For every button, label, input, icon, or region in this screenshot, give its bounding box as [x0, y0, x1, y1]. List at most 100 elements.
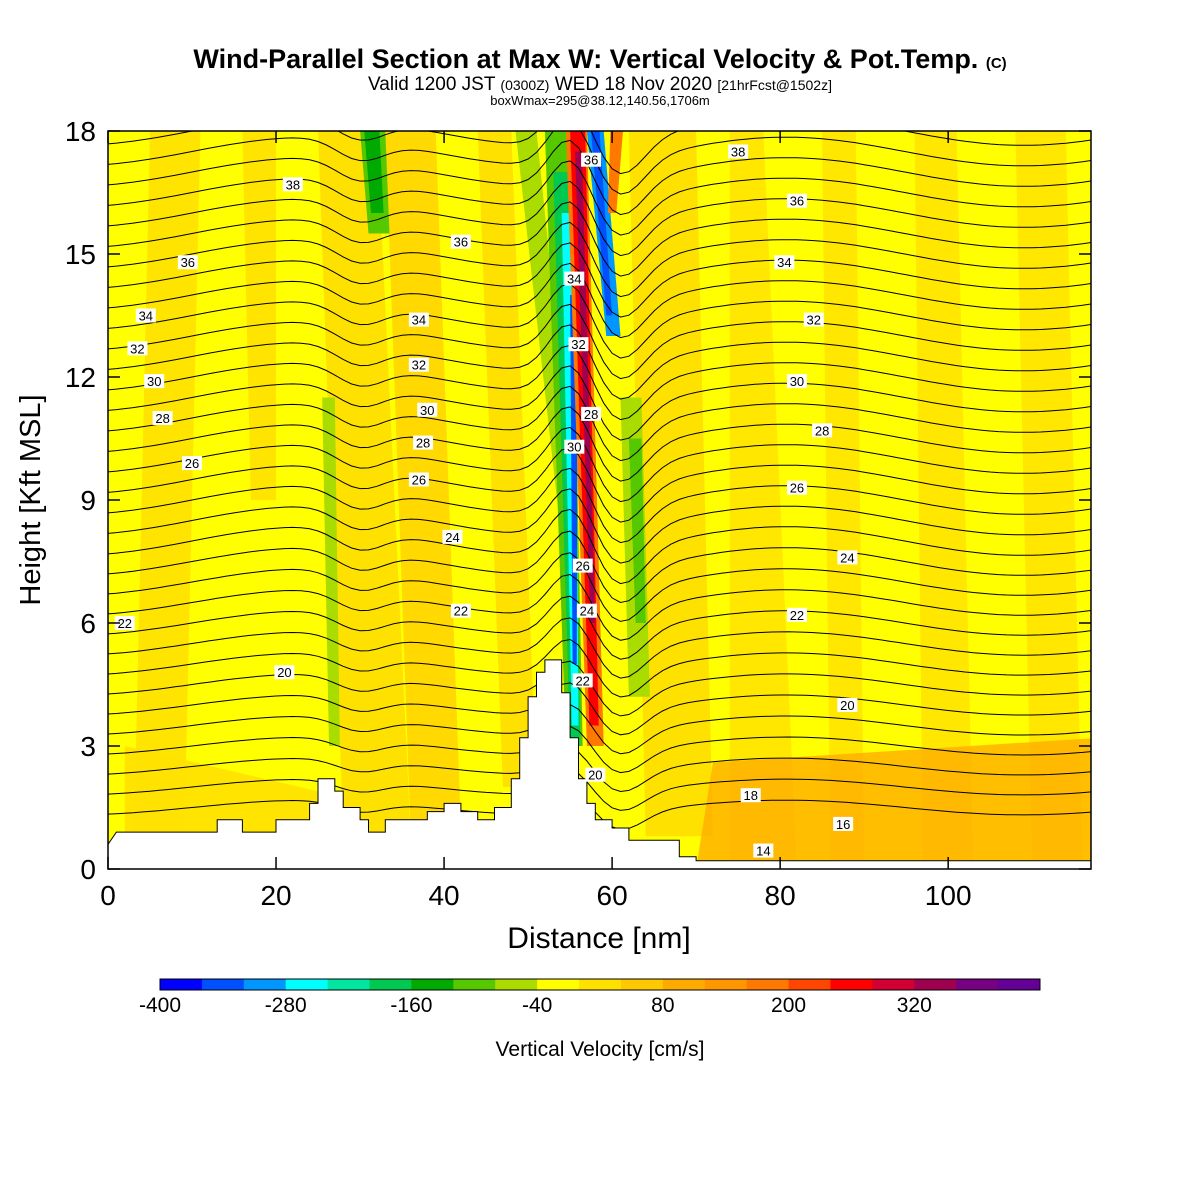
contour-label: 26 [408, 472, 429, 488]
isentrope-line [108, 725, 1091, 774]
terrain-mask [108, 659, 1091, 869]
colorbar-tick-label: 200 [771, 994, 806, 1017]
isentrope-line [108, 385, 1091, 462]
contour-label-bg [568, 337, 589, 352]
isentrope-line [108, 344, 1091, 421]
isentrope-line [108, 180, 1091, 257]
updraft-band-orange [124, 746, 335, 833]
colorbar-swatch [160, 979, 203, 990]
contour-label-bg [114, 616, 135, 630]
contour-label-bg [177, 255, 198, 270]
contour-label: 34 [408, 312, 429, 328]
contour-label-bg [564, 271, 585, 286]
colorbar-swatch [830, 979, 873, 990]
valid-utc: (0300Z) [500, 77, 550, 93]
updraft-band-orange [914, 131, 974, 869]
contour-label-text: 30 [420, 403, 434, 418]
contour-label-bg [774, 255, 795, 270]
contour-label: 22 [450, 603, 471, 619]
contour-label-bg [408, 472, 429, 487]
y-tick-label: 15 [65, 239, 96, 270]
updraft-band-red [607, 131, 623, 213]
contour-label-bg [786, 480, 807, 495]
y-axis-label: Height [Kft MSL] [15, 394, 47, 605]
box-wmax-line: boxWmax=295@38.12,140.56,1706m [490, 93, 710, 108]
colorbar-tick-label: -160 [390, 994, 432, 1017]
downdraft-band-green [628, 438, 646, 623]
x-tick-label: 20 [260, 880, 291, 911]
theta-contour-labels: 38 38 36 36 36 36 34 34 34 34 32 32 32 32 30 30 30 30 28 28… [114, 144, 858, 859]
contour-label-bg [581, 406, 602, 421]
contour-label: 32 [408, 357, 429, 373]
y-tick-label: 0 [80, 854, 96, 885]
y-tick-label: 9 [80, 485, 96, 516]
y-tick-label: 12 [65, 362, 96, 393]
contour-label-text: 30 [790, 374, 804, 389]
valid-date: WED 18 Nov 2020 [554, 74, 713, 95]
contour-label-text: 30 [567, 440, 581, 455]
contour-label: 20 [274, 665, 295, 680]
contour-label-text: 14 [756, 844, 770, 859]
contour-label-text: 20 [588, 768, 602, 783]
contour-label: 36 [177, 255, 198, 270]
downdraft-band-blue [591, 131, 613, 316]
contour-label: 26 [786, 480, 807, 496]
contour-label-bg [581, 152, 602, 167]
isentrope-line [108, 242, 1091, 318]
isentrope-line [108, 660, 1091, 717]
contour-label-text: 22 [454, 604, 468, 619]
contour-label-bg [728, 144, 749, 159]
isentrope-line [108, 467, 1091, 544]
contour-label: 30 [417, 402, 438, 418]
contour-label-text: 38 [286, 177, 300, 192]
contour-label-text: 24 [840, 550, 854, 565]
isentrope-line [108, 790, 1091, 830]
contour-label: 32 [127, 341, 148, 356]
colorbar-swatch [243, 979, 287, 990]
contour-label-text: 38 [731, 145, 745, 160]
contour-label-text: 32 [130, 341, 144, 356]
contour-label: 18 [740, 788, 761, 803]
contour-label: 20 [585, 767, 606, 783]
contour-label-text: 34 [567, 272, 581, 287]
colorbar-frame [159, 978, 1041, 991]
y-tick-label: 18 [65, 116, 96, 147]
contour-label-bg [564, 439, 585, 454]
contour-label: 34 [135, 308, 156, 324]
contour-label-bg [576, 603, 597, 618]
contour-label-bg [144, 374, 165, 389]
isentrope-line [108, 160, 1091, 236]
contour-label-bg [740, 788, 761, 803]
contour-label: 38 [282, 177, 303, 192]
contour-label-text: 16 [836, 817, 850, 832]
contour-label-text: 32 [412, 358, 426, 373]
x-tick-label: 0 [100, 880, 116, 911]
valid-time-line: Valid 1200 JST (0300Z) WED 18 Nov 2020 [… [0, 74, 1200, 96]
contour-label: 32 [568, 337, 589, 352]
colorbar-label: Vertical Velocity [cm/s] [496, 1038, 705, 1061]
isentrope-line [108, 488, 1091, 564]
contour-label: 24 [837, 550, 858, 565]
colorbar-swatch [327, 979, 371, 990]
colorbar-swatch [201, 979, 245, 990]
contour-label-text: 36 [584, 153, 598, 168]
updraft-band-red [575, 151, 596, 623]
colorbar-swatch [746, 979, 790, 990]
contour-label: 30 [144, 374, 165, 389]
isentrope-line [108, 139, 1091, 216]
contour-label-bg [753, 843, 774, 858]
copyright-mark: (C) [985, 55, 1007, 72]
contour-label: 24 [442, 529, 463, 545]
contour-label-text: 34 [412, 313, 426, 328]
contour-label: 14 [753, 843, 774, 859]
contour-label-text: 26 [412, 473, 426, 488]
x-tick-label: 80 [765, 880, 796, 911]
isentrope-line [108, 638, 1091, 698]
contour-label-bg [413, 435, 434, 450]
isentrope-line [108, 508, 1091, 585]
contour-label-bg [833, 816, 854, 831]
contour-label-bg [182, 456, 203, 471]
contour-label: 28 [581, 406, 602, 422]
isentrope-line [108, 131, 1091, 175]
contour-label-bg [408, 357, 429, 372]
